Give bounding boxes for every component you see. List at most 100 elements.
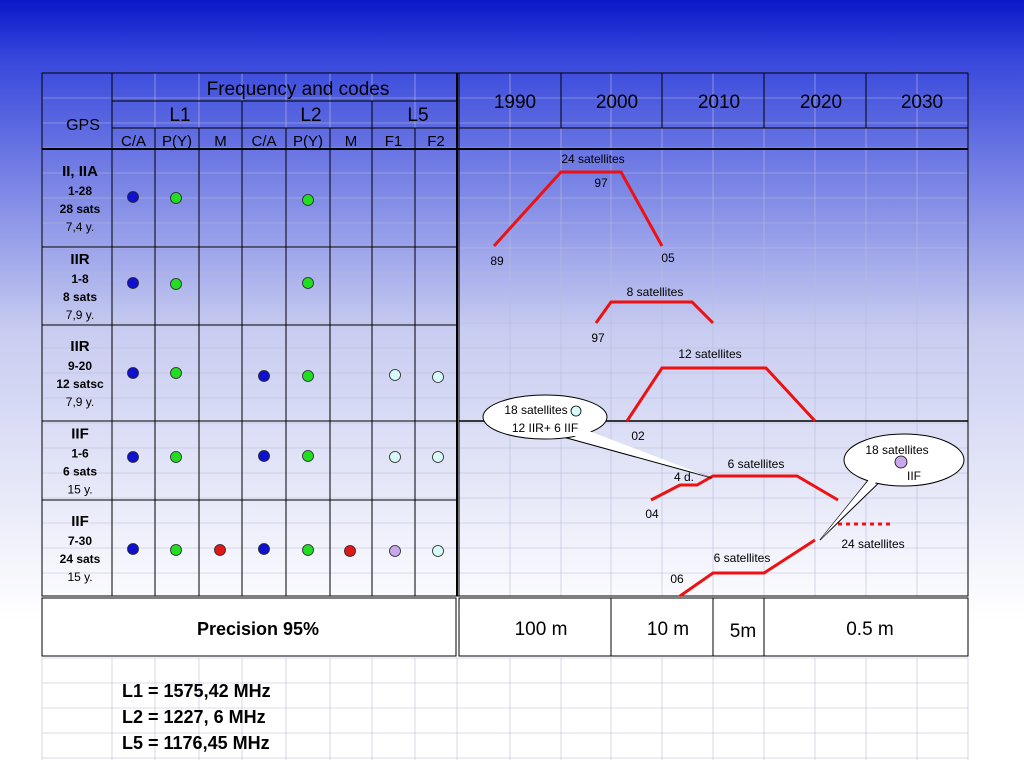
code-label: P(Y) [293,133,323,150]
svg-text:II, IIA: II, IIA [62,163,98,180]
timeline-label: 12 satellites [678,347,741,361]
table-borders [41,72,969,597]
signal-dot [302,544,314,556]
svg-text:7-30: 7-30 [68,534,92,548]
code-label: P(Y) [162,133,192,150]
code-header-row: C/A P(Y) M C/A P(Y) M F1 F2 [121,133,445,150]
svg-text:9-20: 9-20 [68,359,92,373]
precision-100m: 100 m [515,619,568,640]
callout-2-dot [894,455,908,469]
code-label: M [345,133,358,150]
freq-l2: L2 = 1227, 6 MHz [122,707,266,727]
gps-header-label: GPS [66,117,100,134]
timeline-label: 04 [645,507,659,521]
timeline-segment [492,170,664,248]
timeline-segment [650,474,839,502]
timeline-label: 02 [631,429,645,443]
timeline-label: 97 [591,331,605,345]
signal-matrix [127,191,444,557]
signal-dot [302,370,314,382]
signal-dot [432,371,444,383]
code-label: C/A [121,133,146,150]
signal-dot [170,278,182,290]
timeline-annotations: 24 satellites 97 89 05 8 satellites 97 12 sate… [490,152,904,586]
signal-dot [170,192,182,204]
band-l1: L1 [169,105,190,126]
row-label: IIF 7-30 24 sats 15 y. [60,513,101,584]
code-label: F1 [385,133,403,150]
background-grid [41,72,969,596]
signal-dot [127,277,139,289]
year-label: 2010 [698,92,740,113]
signal-dot [258,450,270,462]
signal-dot [302,277,314,289]
timeline-segment [679,538,816,598]
row-label: IIF 1-6 6 sats 15 y. [63,426,97,497]
timeline-lines [492,170,890,598]
callout-1-line1: 18 satellites [504,403,567,417]
freq-l5: L5 = 1176,45 MHz [122,733,270,753]
signal-dot [432,545,444,557]
signal-dot [302,194,314,206]
svg-text:IIF: IIF [71,426,89,443]
callout-18-iif: 18 satellites IIF [819,433,965,541]
timeline-label: 4 d. [674,470,694,484]
timeline-label: 8 satellites [627,285,684,299]
precision-5m: 5m [730,621,756,642]
svg-text:1-6: 1-6 [71,447,89,461]
band-l2: L2 [300,105,321,126]
signal-dot [389,545,401,557]
signal-dot [389,369,401,381]
svg-text:15 y.: 15 y. [67,570,92,584]
callout-2-line1: 18 satellites [865,443,928,457]
code-label: M [214,133,227,150]
year-label: 2000 [596,92,638,113]
svg-text:28 sats: 28 sats [60,202,101,216]
svg-text:IIR: IIR [70,338,89,355]
svg-text:7,9 y.: 7,9 y. [66,395,94,409]
timeline-label: 06 [670,572,684,586]
svg-text:15 y.: 15 y. [67,483,92,497]
row-label: II, IIA 1-28 28 sats 7,4 y. [60,163,101,234]
signal-dot [432,451,444,463]
signal-dot [127,367,139,379]
callout-1-dot [570,405,582,417]
svg-text:IIF: IIF [71,513,89,530]
timeline-label: 24 satellites [561,152,624,166]
signal-dot [344,545,356,557]
signal-dot [127,191,139,203]
timeline-label: 6 satellites [728,457,785,471]
callout-18-mixed: 18 satellites 12 IIR+ 6 IIF [482,394,713,479]
signal-dot [302,450,314,462]
svg-text:6 sats: 6 sats [63,465,97,479]
signal-dot [127,451,139,463]
signal-dot [214,544,226,556]
svg-text:1-28: 1-28 [68,184,92,198]
code-label: F2 [427,133,445,150]
code-label: C/A [251,133,276,150]
signal-dot [127,543,139,555]
frequency-header: Frequency and codes [207,79,390,100]
svg-text:12 satsc: 12 satsc [56,377,104,391]
band-l5: L5 [407,105,428,126]
row-label: IIR 1-8 8 sats 7,9 y. [63,251,97,322]
svg-text:24 sats: 24 sats [60,552,101,566]
bottom-grid [41,657,969,760]
timeline-label: 24 satellites [841,537,904,551]
precision-10m: 10 m [647,619,689,640]
signal-dot [170,367,182,379]
signal-dot [258,370,270,382]
signal-dot [389,451,401,463]
svg-text:8 sats: 8 sats [63,290,97,304]
callout-1-line2: 12 IIR+ 6 IIF [512,421,578,435]
year-label: 2020 [800,92,842,113]
satellite-block-labels: II, IIA 1-28 28 sats 7,4 y. IIR 1-8 8 sats 7,9 … [56,163,104,584]
timeline-label: 97 [594,176,608,190]
svg-text:7,4 y.: 7,4 y. [66,220,94,234]
row-label: IIR 9-20 12 satsc 7,9 y. [56,338,104,409]
timeline-label: 6 satellites [714,551,771,565]
timeline-segment [594,300,715,325]
year-label: 2030 [901,92,943,113]
svg-text:7,9 y.: 7,9 y. [66,308,94,322]
